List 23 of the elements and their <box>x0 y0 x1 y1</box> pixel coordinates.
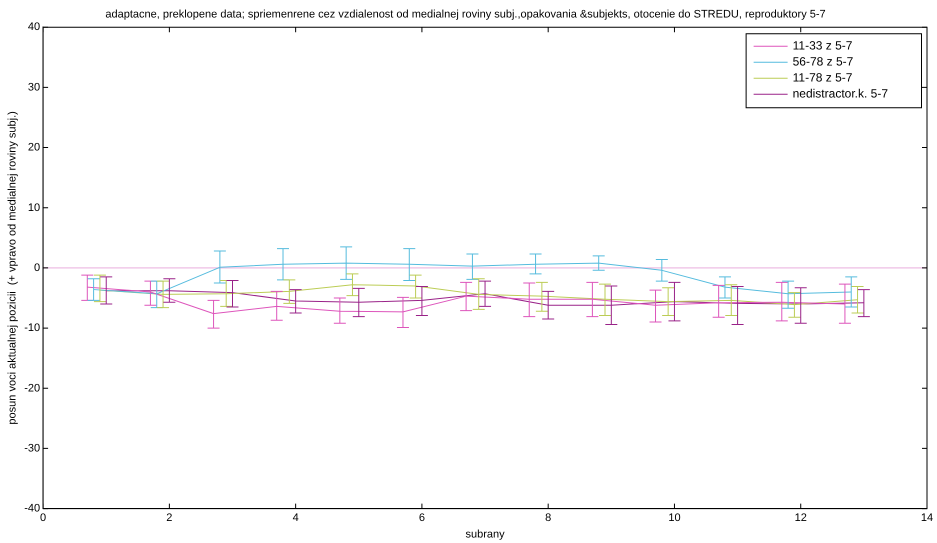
chart-title: adaptacne, preklopene data; spriemenrene cez vzdialenost od medialnej roviny subj.,opakovania &subjekts, otocenie do STREDU, reproduktory 5-7 <box>105 8 826 21</box>
x-tick-label: 10 <box>668 512 681 524</box>
x-tick-label: 4 <box>292 512 299 524</box>
legend-label: 11-78 z 5-7 <box>792 70 853 85</box>
y-tick-label: 30 <box>28 81 40 94</box>
y-tick-label: 0 <box>34 262 40 274</box>
x-tick-label: 8 <box>545 512 552 524</box>
y-tick-label: 20 <box>28 142 40 154</box>
legend-label: nedistractor.k. 5-7 <box>792 86 888 101</box>
y-tick-label: 10 <box>28 202 40 214</box>
legend-label: 56-78 z 5-7 <box>792 54 854 69</box>
x-tick-label: 2 <box>166 512 172 524</box>
y-tick-label: -30 <box>24 442 40 454</box>
x-tick-label: 12 <box>794 512 807 524</box>
legend-label: 11-33 z 5-7 <box>792 38 853 53</box>
x-axis-title: subrany <box>465 528 506 540</box>
y-tick-label: -20 <box>24 382 40 394</box>
y-axis-title: posun voci aktualnej pozicii (+ vpravo od medialnej roviny subj.) <box>6 111 19 425</box>
y-tick-label: -10 <box>24 322 40 334</box>
x-tick-label: 6 <box>418 512 425 524</box>
y-tick-label: -40 <box>24 502 40 515</box>
y-tick-label: 40 <box>28 21 40 34</box>
x-tick-label: 14 <box>920 512 934 524</box>
